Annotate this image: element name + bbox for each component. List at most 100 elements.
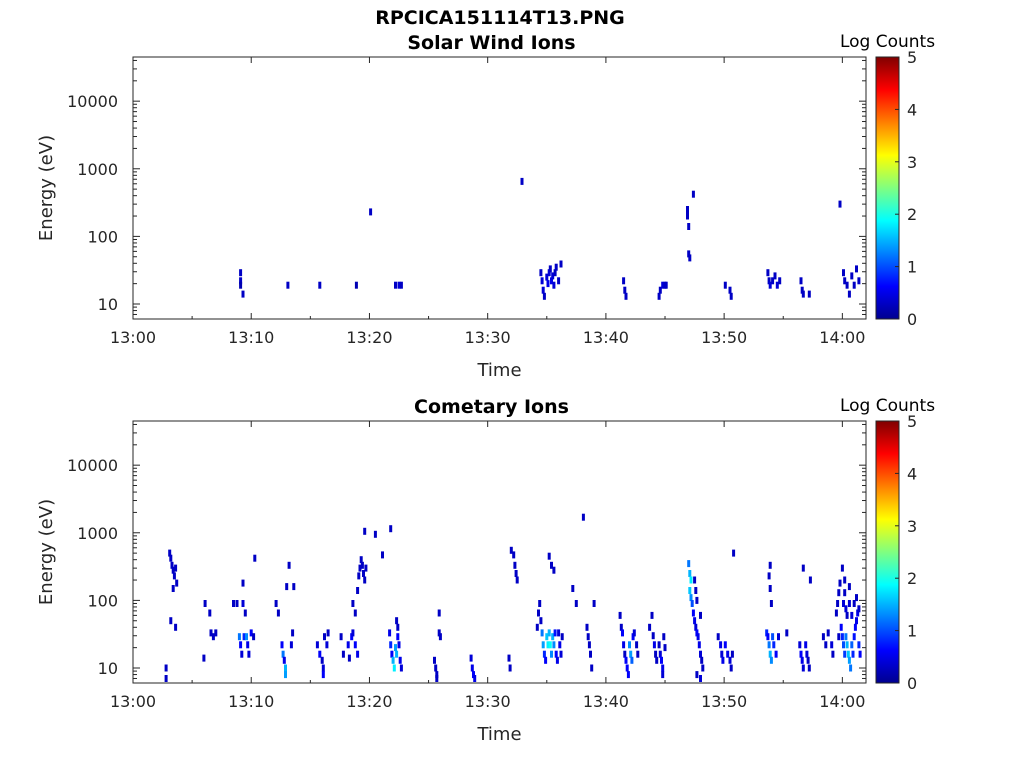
p1-data-cell [846, 650, 850, 658]
p1-data-cell [624, 656, 628, 664]
p1-data-cell [318, 650, 322, 658]
p1-data-cell [801, 664, 805, 672]
p1-data-cell [721, 656, 725, 664]
p1-data-cell [847, 656, 851, 664]
p1-data-cell [694, 587, 698, 594]
p0-data-cell [686, 212, 689, 220]
p1-data-cell [840, 564, 844, 572]
p1-data-cell [853, 623, 857, 631]
p1-data-cell [652, 641, 656, 649]
p1-data-cell [252, 633, 256, 641]
p1-y-tick-label: 100 [87, 591, 118, 610]
p0-colorbar-tick-label: 4 [907, 100, 917, 119]
p1-data-cell [209, 629, 213, 637]
p1-data-cell [557, 629, 561, 637]
p0-data-cell [852, 281, 856, 289]
p0-data-cell [771, 277, 775, 285]
p1-data-cell [241, 579, 245, 587]
p1-data-cell [688, 570, 692, 577]
p1-data-cell [282, 656, 286, 664]
p1-data-cell [693, 617, 697, 625]
p1-data-cell [622, 641, 626, 649]
p0-data-cell [546, 280, 550, 288]
p1-data-cell [397, 641, 401, 649]
p1-data-cell [628, 641, 631, 649]
p0-data-cell [775, 281, 779, 289]
p1-data-cell [274, 600, 278, 607]
p1-data-cell [552, 641, 556, 649]
p1-data-cell [396, 623, 400, 631]
p0-data-cell [664, 281, 668, 289]
p1-data-cell [774, 650, 778, 658]
p1-data-cell [726, 650, 730, 658]
p0-x-tick-label: 13:30 [465, 328, 511, 347]
p1-data-cell [621, 629, 624, 637]
p1-data-cell [433, 656, 436, 664]
p1-data-cell [716, 633, 720, 641]
p1-data-cell [538, 600, 542, 607]
p1-data-cell [398, 656, 402, 664]
p1-data-cell [589, 650, 592, 658]
p1-x-tick-label: 13:20 [346, 692, 392, 711]
p1-plot-area [132, 420, 867, 684]
p0-colorbar-tick-label: 2 [907, 205, 917, 224]
p1-data-cell [507, 654, 511, 662]
p0-data-cell [520, 177, 524, 185]
p1-data-cell [732, 549, 736, 557]
p1-data-cell [821, 633, 825, 641]
p1-data-cell [253, 554, 257, 562]
p1-data-cell [280, 641, 284, 649]
p0-y-tick-label: 10 [98, 295, 118, 314]
p0-data-cell [661, 281, 665, 289]
p1-data-cell [687, 560, 691, 568]
p1-data-cell [242, 633, 246, 641]
p1-data-cell [321, 664, 325, 672]
p1-data-cell [472, 671, 475, 679]
p1-data-cell [396, 633, 400, 641]
p0-data-cell [657, 292, 661, 300]
p1-data-cell [663, 644, 667, 652]
p1-data-cell [654, 650, 658, 658]
p1-data-cell [661, 664, 665, 672]
p1-data-cell [839, 623, 843, 631]
p1-data-cell [540, 629, 544, 637]
p1-x-tick-label: 13:30 [465, 692, 511, 711]
p1-data-cell [435, 675, 439, 682]
p1-data-cell [247, 650, 251, 658]
p1-data-cell [285, 583, 289, 591]
p1-data-cell [239, 641, 243, 649]
p0-data-cell [394, 281, 397, 289]
p1-data-cell [619, 623, 623, 631]
p0-data-cell [773, 272, 777, 280]
p0-data-cell [838, 200, 842, 208]
p0-data-cell [729, 292, 733, 300]
p0-data-cell [542, 292, 546, 300]
p0-data-cell [559, 260, 563, 268]
p1-data-cell [435, 671, 439, 679]
p0-data-cell [842, 269, 845, 277]
p1-chart-title: Cometary Ions [414, 396, 569, 418]
p1-data-cell [836, 600, 840, 607]
p0-data-cell [553, 269, 557, 277]
p1-data-cell [292, 583, 296, 591]
p1-data-cell [469, 654, 473, 662]
p1-data-cell [850, 611, 854, 619]
p1-data-cell [394, 644, 397, 652]
p1-data-cell [765, 629, 769, 637]
p0-data-cell [847, 290, 851, 298]
p0-data-cell [550, 277, 553, 285]
p1-data-cell [694, 623, 698, 631]
p0-x-tick-label: 13:10 [228, 328, 274, 347]
p1-data-cell [843, 576, 847, 584]
p1-data-cell [211, 633, 215, 641]
p1-data-cell [855, 617, 858, 625]
p1-data-cell [291, 629, 295, 637]
p1-data-cell [696, 633, 700, 641]
p1-data-cell [237, 633, 241, 641]
p1-data-cell [508, 664, 512, 672]
p1-data-cell [555, 656, 559, 664]
p1-data-cell [838, 579, 842, 587]
p1-data-cell [541, 641, 545, 649]
p0-data-cell [239, 269, 243, 277]
